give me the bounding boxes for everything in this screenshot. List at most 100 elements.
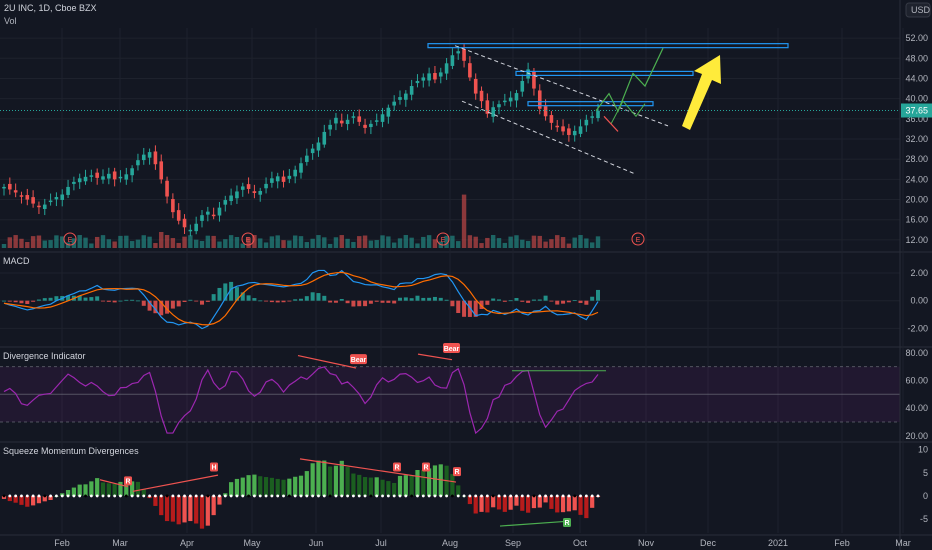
squeeze-dot	[188, 494, 192, 498]
squeeze-dot	[346, 494, 349, 498]
squeeze-bar	[397, 475, 403, 496]
price-tick-label: 44.00	[905, 73, 928, 83]
squeeze-dot	[142, 494, 146, 498]
x-tick-label: Jun	[309, 538, 324, 548]
macd-histogram-bar	[351, 300, 356, 307]
volume-bar	[141, 235, 146, 248]
squeeze-bar	[246, 475, 251, 496]
price-tick-label: 28.00	[905, 154, 928, 164]
squeeze-bar	[188, 495, 193, 522]
squeeze-dot	[369, 494, 373, 498]
squeeze-dot	[264, 494, 268, 498]
squeeze-dot	[107, 494, 111, 498]
squeeze-bar	[211, 495, 216, 516]
squeeze-dot	[206, 494, 210, 498]
squeeze-bar	[537, 495, 542, 508]
macd-histogram-bar	[19, 300, 24, 304]
squeeze-bar	[141, 489, 146, 496]
candle	[532, 71, 536, 89]
macd-histogram-bar	[258, 300, 263, 302]
macd-histogram-bar	[66, 295, 71, 301]
x-tick-label: Dec	[700, 538, 717, 548]
volume-bar	[549, 239, 554, 248]
candle	[380, 114, 385, 122]
earnings-marker-label: E	[68, 237, 73, 244]
candle	[182, 218, 187, 228]
macd-histogram-bar	[77, 295, 82, 301]
candle	[584, 119, 589, 126]
volume-bar	[520, 239, 525, 248]
squeeze-bar	[130, 481, 135, 496]
squeeze-pane: R H R R R R	[1, 458, 601, 529]
squeeze-divergence-line	[99, 479, 129, 488]
price-tick-label: 24.00	[905, 174, 928, 184]
macd-histogram-bar	[211, 294, 216, 301]
macd-histogram-bar	[566, 300, 571, 303]
macd-histogram-bar	[456, 300, 461, 314]
candle	[363, 124, 367, 128]
squeeze-dot	[293, 494, 297, 498]
macd-histogram-bar	[322, 295, 327, 301]
volume-bar	[147, 236, 152, 248]
macd-histogram-bar	[502, 300, 507, 302]
volume-bar	[112, 241, 117, 248]
squeeze-dot	[218, 494, 221, 498]
price-tick-label: 20.00	[905, 195, 928, 205]
volume-bar	[473, 236, 478, 248]
candle	[37, 205, 41, 208]
macd-histogram-bar	[438, 297, 443, 301]
macd-histogram-bar	[194, 300, 199, 302]
squeeze-bar	[496, 495, 502, 510]
squeeze-dot	[491, 494, 495, 498]
earnings-marker-icon	[631, 232, 645, 246]
volume-bar	[555, 235, 560, 248]
squeeze-bar	[48, 495, 53, 500]
squeeze-bar	[170, 495, 175, 522]
volume-bar	[514, 235, 519, 248]
volume-bar	[560, 237, 566, 248]
macd-histogram-bar	[467, 300, 472, 317]
squeeze-tag-label: H	[211, 464, 216, 471]
divergence-title: Divergence Indicator	[3, 351, 86, 361]
macd-histogram-bar	[159, 300, 164, 316]
squeeze-bar	[485, 495, 490, 513]
volume-bar	[135, 239, 141, 248]
squeeze-bar	[310, 463, 315, 496]
squeeze-bar	[351, 473, 356, 496]
volume-bar	[351, 241, 356, 248]
candle	[235, 191, 239, 199]
squeeze-dot	[485, 494, 489, 498]
squeeze-dot	[247, 494, 250, 498]
macd-pane	[2, 269, 600, 330]
volume-bar	[258, 238, 263, 248]
squeeze-dot	[253, 494, 256, 498]
volume-bar	[502, 242, 508, 248]
squeeze-bar	[287, 478, 292, 496]
squeeze-bar	[432, 465, 438, 496]
squeeze-dot	[421, 494, 425, 498]
squeeze-dot	[322, 494, 326, 498]
squeeze-dot	[89, 494, 93, 498]
macd-histogram-bar	[246, 295, 251, 301]
squeeze-dot	[235, 494, 239, 498]
volume-bars	[1, 194, 601, 248]
channel-lower-line	[461, 100, 637, 175]
squeeze-divergence-line	[299, 458, 457, 483]
macd-histogram-bar	[281, 300, 286, 303]
squeeze-dot	[241, 494, 245, 498]
volume-bar	[292, 235, 298, 248]
macd-histogram-bar	[118, 300, 123, 302]
currency-button[interactable]	[905, 2, 931, 18]
macd-histogram-bar	[13, 300, 18, 303]
symbol-title[interactable]: 2U INC, 1D, Cboe BZX	[4, 3, 97, 13]
bear-divergence-line	[417, 353, 453, 361]
macd-histogram-bar	[508, 300, 513, 302]
squeeze-dot	[509, 494, 513, 498]
candle	[264, 183, 268, 189]
volume-bar	[30, 236, 36, 248]
last-price-text: 37.65	[905, 105, 928, 115]
squeeze-bar	[491, 495, 496, 508]
squeeze-tick-label: 0	[923, 491, 928, 501]
squeeze-dot	[550, 494, 553, 498]
candle	[188, 229, 193, 232]
